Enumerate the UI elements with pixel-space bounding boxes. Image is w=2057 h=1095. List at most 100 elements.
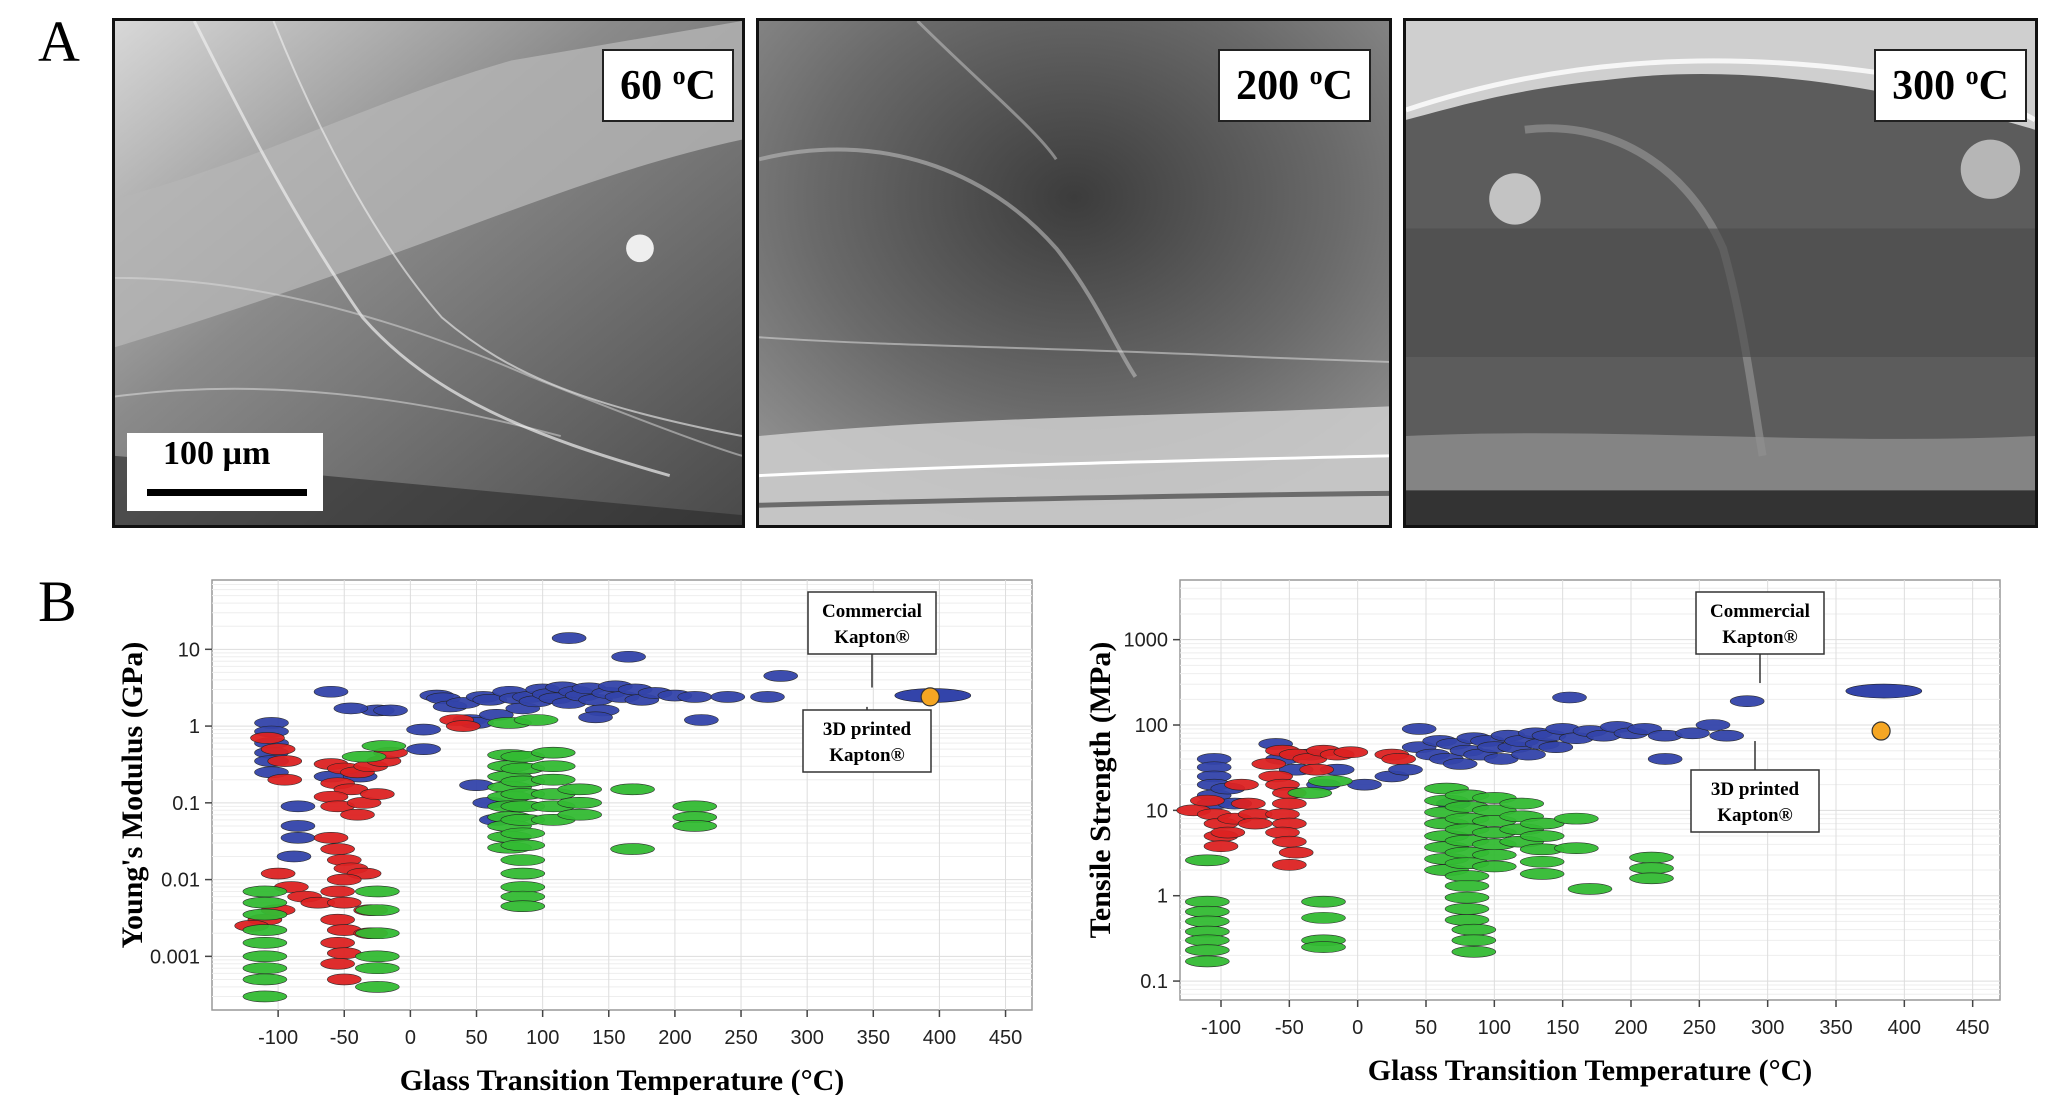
blue-data-point: [1647, 753, 1683, 765]
panel-a-label: A: [38, 9, 80, 74]
red-data-point: [445, 720, 481, 732]
green-data-point: [500, 900, 546, 913]
x-tick-label: 450: [989, 1027, 1022, 1049]
green-data-point: [242, 950, 288, 963]
blue-data-point: [313, 685, 349, 698]
green-data-point: [242, 937, 288, 949]
sem-image-200c: 200 oC: [756, 18, 1392, 528]
red-data-point: [1190, 794, 1225, 807]
x-tick-label: 50: [1415, 1017, 1437, 1039]
annotation-text: Commercial: [1710, 601, 1810, 622]
annotation-text: 3D printed: [823, 719, 912, 740]
blue-data-point: [1442, 758, 1478, 770]
green-data-point: [1308, 775, 1353, 787]
green-data-point: [1567, 883, 1613, 895]
red-data-point: [1231, 797, 1266, 810]
blue-data-point: [1695, 719, 1731, 731]
red-data-point: [1333, 746, 1369, 759]
green-data-point: [1451, 923, 1497, 936]
tensile-strength-chart: -100 -50 0 50 100 150 200 250 300 350 400 450 0.1 1 10…: [1080, 570, 2040, 1095]
green-data-point: [1519, 868, 1565, 880]
green-data-point: [355, 927, 400, 940]
y-axis-label: Young's Modulus (GPa): [116, 642, 149, 949]
blue-data-point: [684, 714, 719, 726]
red-data-point: [267, 773, 303, 786]
blue-data-point: [373, 704, 408, 717]
temp-unit: C: [685, 63, 716, 109]
tensile-strength-plot: -100 -50 0 50 100 150 200 250 300 350 400 450 0.1 1 10…: [1084, 579, 2001, 1087]
blue-data-point: [551, 632, 587, 644]
x-tick-label: 400: [923, 1027, 956, 1049]
printed-kapton-point: [920, 687, 940, 707]
y-tick-label: 0.1: [172, 793, 200, 815]
red-data-point: [313, 832, 349, 844]
y-tick-label: 1: [189, 716, 200, 738]
green-data-point: [610, 843, 655, 855]
commercial-kapton-point: [1845, 683, 1923, 699]
green-data-point: [1472, 860, 1517, 873]
y-tick-label: 10: [1146, 800, 1168, 822]
x-tick-label: 250: [724, 1027, 757, 1049]
y-tick-label: 0.001: [150, 946, 200, 968]
x-axis-label: Glass Transition Temperature (°C): [1368, 1054, 1813, 1087]
green-data-point: [1472, 849, 1517, 861]
green-data-point: [1444, 891, 1490, 904]
annotation-box: [802, 709, 932, 773]
red-data-point: [1272, 835, 1307, 848]
y-tick-label: 100: [1135, 715, 1168, 737]
red-data-point: [320, 937, 355, 949]
green-data-point: [557, 808, 602, 821]
red-data-point: [320, 957, 355, 970]
youngs-modulus-plot: -100 -50 0 50 100 150 200 250 300 350 400 450 0.001 0…: [116, 579, 1033, 1095]
temp-unit: C: [1322, 63, 1353, 109]
sem-image-60c: 60 oC 100 µm: [112, 18, 745, 528]
x-tick-label: 300: [1751, 1017, 1784, 1039]
green-data-point: [557, 797, 602, 809]
degree-sup: o: [672, 61, 686, 90]
red-data-point: [1272, 859, 1307, 871]
annotation-text: Kapton®: [829, 745, 904, 766]
red-data-point: [1210, 826, 1246, 839]
x-tick-label: 150: [592, 1027, 625, 1049]
annotation-text: Commercial: [822, 601, 922, 622]
blue-data-point: [1709, 729, 1744, 742]
green-data-point: [1185, 934, 1230, 947]
red-data-point: [320, 885, 355, 898]
scale-bar: [147, 489, 307, 496]
green-data-point: [513, 714, 559, 726]
annotation-box: [1690, 769, 1820, 833]
green-data-point: [530, 760, 576, 773]
red-data-point: [1224, 778, 1259, 791]
green-data-point: [355, 981, 400, 993]
blue-data-point: [1675, 727, 1710, 740]
green-data-point: [242, 962, 288, 975]
scale-bar-box: 100 µm: [127, 433, 323, 511]
sem-image-300c: 300 oC: [1403, 18, 2038, 528]
green-data-point: [1451, 946, 1497, 958]
red-data-point: [360, 788, 395, 800]
green-data-point: [242, 908, 288, 921]
red-data-point: [326, 873, 362, 886]
temp-label-200c: 200 oC: [1218, 49, 1371, 122]
x-tick-label: 100: [1478, 1017, 1511, 1039]
commercial-annotation: Commercial Kapton®: [807, 591, 937, 688]
blue-data-point: [1552, 691, 1587, 704]
red-data-point: [1278, 846, 1314, 859]
green-data-point: [500, 867, 546, 880]
green-data-point: [355, 950, 400, 963]
blue-data-point: [276, 850, 312, 863]
green-data-point: [341, 750, 387, 763]
scale-bar-label: 100 µm: [163, 435, 271, 472]
blue-data-point: [406, 723, 441, 736]
green-data-point: [1519, 855, 1565, 868]
red-data-point: [1237, 817, 1273, 830]
annotation-box: [807, 591, 937, 655]
red-data-point: [320, 913, 355, 926]
annotation-text: Kapton®: [834, 627, 909, 648]
x-tick-label: -100: [258, 1027, 298, 1049]
green-data-point: [610, 783, 655, 796]
red-data-point: [340, 808, 375, 821]
y-tick-label: 0.01: [161, 870, 200, 892]
green-data-point: [1185, 915, 1230, 928]
x-tick-label: 0: [1352, 1017, 1363, 1039]
